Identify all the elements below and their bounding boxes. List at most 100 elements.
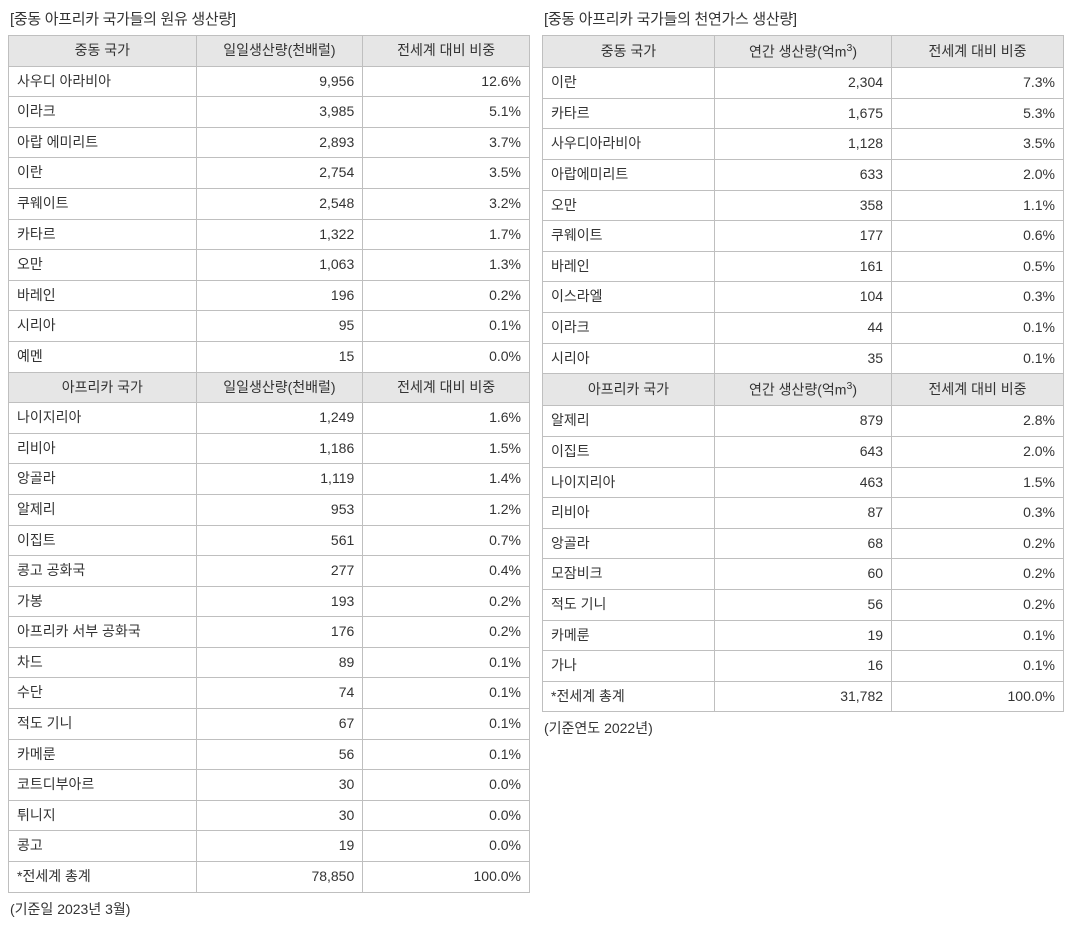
production-value: 9,956 [196,66,363,97]
production-value: 358 [714,190,891,221]
table-header-cell: 전세계 대비 비중 [363,36,530,67]
production-value: 561 [196,525,363,556]
share-value: 1.2% [363,494,530,525]
crude-oil-section: [중동 아프리카 국가들의 원유 생산량]중동 국가일일생산량(천배럴)전세계 … [8,8,530,919]
table-row: 앙골라680.2% [543,528,1064,559]
table-row: 시리아350.1% [543,343,1064,374]
production-value: 1,119 [196,464,363,495]
table-header-cell: 일일생산량(천배럴) [196,36,363,67]
production-table: 중동 국가연간 생산량(억m3)전세계 대비 비중이란2,3047.3%카타르1… [542,35,1064,712]
production-value: 2,754 [196,158,363,189]
table-header-cell: 전세계 대비 비중 [892,374,1064,406]
table-row: 알제리8792.8% [543,406,1064,437]
table-row: 콩고190.0% [9,831,530,862]
share-value: 0.6% [892,221,1064,252]
table-row: 카메룬190.1% [543,620,1064,651]
total-share: 100.0% [363,862,530,893]
production-value: 2,893 [196,127,363,158]
country-name: 이집트 [543,437,715,468]
production-value: 176 [196,617,363,648]
section-title: [중동 아프리카 국가들의 천연가스 생산량] [544,8,1064,29]
country-name: 이라크 [9,97,197,128]
production-value: 16 [714,651,891,682]
share-value: 0.3% [892,282,1064,313]
share-value: 0.2% [892,590,1064,621]
share-value: 0.2% [363,280,530,311]
table-header-cell: 아프리카 국가 [9,372,197,403]
table-row: 나이지리아4631.5% [543,467,1064,498]
section-title: [중동 아프리카 국가들의 원유 생산량] [10,8,530,29]
share-value: 0.1% [363,709,530,740]
table-row: 쿠웨이트2,5483.2% [9,188,530,219]
country-name: 알제리 [543,406,715,437]
share-value: 0.1% [363,739,530,770]
production-value: 1,186 [196,433,363,464]
share-value: 0.0% [363,800,530,831]
production-value: 104 [714,282,891,313]
share-value: 1.6% [363,403,530,434]
table-total-row: *전세계 총계31,782100.0% [543,681,1064,712]
production-value: 196 [196,280,363,311]
production-value: 277 [196,556,363,587]
total-label: *전세계 총계 [543,681,715,712]
table-header-cell: 전세계 대비 비중 [363,372,530,403]
table-header-cell: 일일생산량(천배럴) [196,372,363,403]
share-value: 7.3% [892,68,1064,99]
production-value: 1,128 [714,129,891,160]
country-name: 튀니지 [9,800,197,831]
country-name: 콩고 공화국 [9,556,197,587]
table-header-cell: 연간 생산량(억m3) [714,374,891,406]
country-name: 카타르 [9,219,197,250]
table-row: 이집트6432.0% [543,437,1064,468]
share-value: 5.1% [363,97,530,128]
country-name: 예멘 [9,341,197,372]
total-production: 31,782 [714,681,891,712]
production-value: 87 [714,498,891,529]
production-value: 1,322 [196,219,363,250]
table-row: 이집트5610.7% [9,525,530,556]
production-value: 2,548 [196,188,363,219]
country-name: 앙골라 [9,464,197,495]
table-row: 이스라엘1040.3% [543,282,1064,313]
country-name: 오만 [543,190,715,221]
production-value: 463 [714,467,891,498]
table-row: 리비아1,1861.5% [9,433,530,464]
production-value: 74 [196,678,363,709]
share-value: 0.2% [363,617,530,648]
country-name: 적도 기니 [9,709,197,740]
country-name: 쿠웨이트 [9,188,197,219]
country-name: 바레인 [9,280,197,311]
table-header-cell: 연간 생산량(억m3) [714,36,891,68]
country-name: 아프리카 서부 공화국 [9,617,197,648]
production-value: 35 [714,343,891,374]
table-row: 알제리9531.2% [9,494,530,525]
total-label: *전세계 총계 [9,862,197,893]
country-name: 카메룬 [9,739,197,770]
table-row: 앙골라1,1191.4% [9,464,530,495]
table-row: 바레인1610.5% [543,251,1064,282]
table-row: 차드890.1% [9,647,530,678]
country-name: 알제리 [9,494,197,525]
table-header-cell: 중동 국가 [9,36,197,67]
production-value: 19 [714,620,891,651]
production-value: 60 [714,559,891,590]
production-value: 3,985 [196,97,363,128]
share-value: 0.1% [892,651,1064,682]
table-row: 리비아870.3% [543,498,1064,529]
table-row: 가나160.1% [543,651,1064,682]
table-header-row: 아프리카 국가일일생산량(천배럴)전세계 대비 비중 [9,372,530,403]
table-row: 가봉1930.2% [9,586,530,617]
country-name: 모잠비크 [543,559,715,590]
share-value: 0.2% [892,559,1064,590]
table-row: 모잠비크600.2% [543,559,1064,590]
table-row: 아랍에미리트6332.0% [543,160,1064,191]
production-value: 56 [196,739,363,770]
table-header-row: 중동 국가일일생산량(천배럴)전세계 대비 비중 [9,36,530,67]
share-value: 2.0% [892,437,1064,468]
share-value: 1.5% [363,433,530,464]
share-value: 1.3% [363,250,530,281]
natural-gas-section: [중동 아프리카 국가들의 천연가스 생산량] 중동 국가연간 생산량(억m3)전… [542,8,1064,919]
table-row: 이란2,7543.5% [9,158,530,189]
share-value: 0.4% [363,556,530,587]
table-row: 카타르1,3221.7% [9,219,530,250]
